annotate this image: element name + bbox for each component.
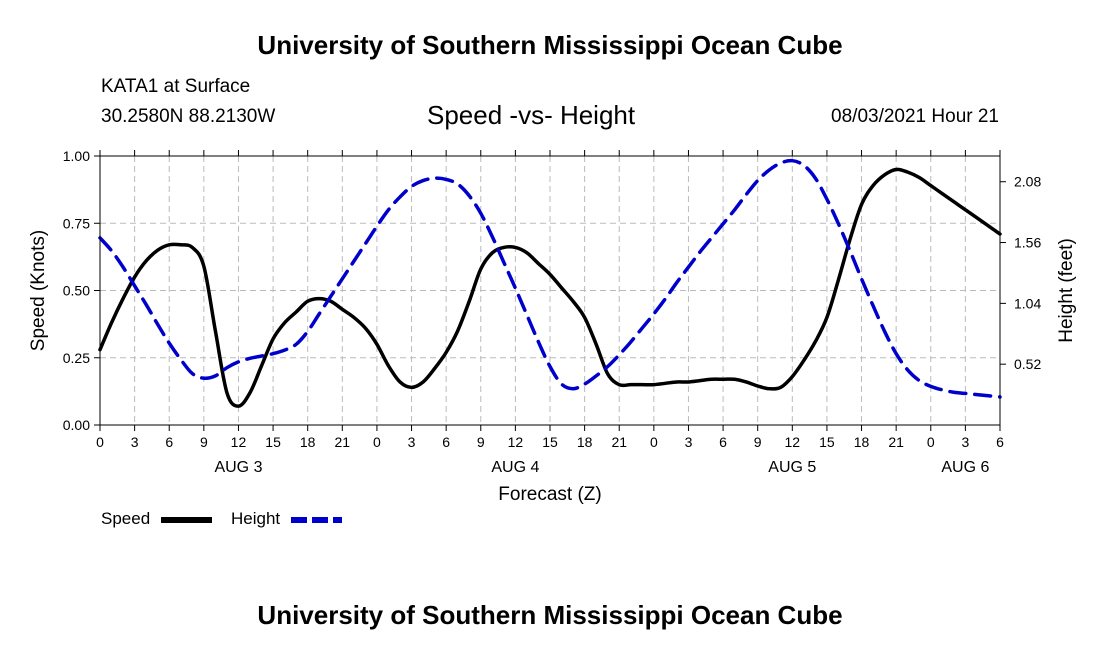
station-name: KATA1 at Surface — [101, 76, 251, 97]
station-coordinates: 30.2580N 88.2130W — [101, 106, 276, 127]
x-tick-label: 3 — [131, 434, 139, 450]
x-tick-label: 9 — [477, 434, 485, 450]
x-tick-label: 3 — [685, 434, 693, 450]
y-left-tick-label: 0.25 — [63, 350, 90, 366]
x-day-label: AUG 5 — [768, 459, 816, 476]
chart-title: Speed -vs- Height — [427, 100, 636, 130]
y-right-tick-label: 1.04 — [1014, 295, 1041, 311]
y-left-tick-label: 0.50 — [63, 283, 90, 299]
x-tick-label: 12 — [231, 434, 247, 450]
x-tick-label: 3 — [408, 434, 416, 450]
x-axis-title: Forecast (Z) — [498, 484, 601, 505]
grid — [100, 156, 1000, 425]
y-right-axis-title: Height (feet) — [1056, 238, 1077, 343]
x-tick-label: 18 — [854, 434, 870, 450]
y-left-tick-label: 0.75 — [63, 215, 90, 231]
y-right-tick-label: 0.52 — [1014, 356, 1041, 372]
x-day-label: AUG 4 — [491, 459, 539, 476]
x-tick-label: 0 — [927, 434, 935, 450]
x-tick-label: 18 — [577, 434, 593, 450]
x-tick-label: 15 — [265, 434, 281, 450]
x-tick-label: 6 — [165, 434, 173, 450]
series-layer — [98, 158, 1002, 408]
y-left-tick-label: 1.00 — [63, 148, 90, 164]
x-tick-label: 21 — [611, 434, 627, 450]
x-tick-label: 0 — [650, 434, 658, 450]
y-left-axis-title: Speed (Knots) — [28, 230, 49, 351]
height-series-line — [98, 158, 1002, 399]
y-left-tick-label: 0.00 — [63, 417, 90, 433]
x-tick-label: 9 — [200, 434, 208, 450]
x-tick-label: 21 — [335, 434, 351, 450]
page-title: University of Southern Mississippi Ocean… — [257, 30, 843, 60]
x-tick-label: 12 — [785, 434, 801, 450]
x-tick-label: 3 — [961, 434, 969, 450]
x-tick-label: 9 — [754, 434, 762, 450]
forecast-run-time: 08/03/2021 Hour 21 — [831, 106, 999, 127]
x-tick-label: 0 — [373, 434, 381, 450]
y-right-tick-label: 1.56 — [1014, 235, 1041, 251]
x-tick-label: 6 — [442, 434, 450, 450]
page-footer-title: University of Southern Mississippi Ocean… — [257, 600, 843, 630]
x-tick-label: 21 — [888, 434, 904, 450]
x-day-label: AUG 3 — [214, 459, 262, 476]
x-tick-label: 18 — [300, 434, 316, 450]
x-tick-label: 15 — [819, 434, 835, 450]
x-tick-label: 12 — [508, 434, 524, 450]
legend-height-label: Height — [231, 509, 281, 528]
x-tick-label: 15 — [542, 434, 558, 450]
x-tick-label: 0 — [96, 434, 104, 450]
x-day-label: AUG 6 — [941, 459, 989, 476]
axes: 0 3 6 9 12 15 18 21 0 3 6 9 12 15 18 21 0 3 6 9 12 15 18 21 0 3 6A… — [28, 148, 1077, 505]
y-right-tick-label: 2.08 — [1014, 174, 1041, 190]
legend-speed-label: Speed — [101, 509, 151, 528]
x-tick-label: 6 — [996, 434, 1004, 450]
x-tick-label: 6 — [719, 434, 727, 450]
speed-series-line — [98, 167, 1002, 408]
